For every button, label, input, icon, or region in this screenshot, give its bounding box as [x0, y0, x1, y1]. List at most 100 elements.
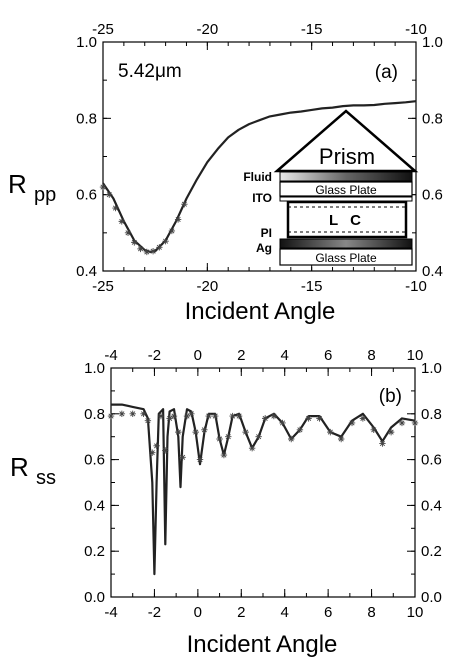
y-axis-label-b-sub: ss — [36, 467, 56, 489]
data-point-b — [370, 426, 377, 434]
x-tick-label: -10 — [405, 278, 427, 295]
asterisk-marker — [411, 419, 419, 427]
data-point-a — [118, 218, 125, 225]
asterisk-marker — [242, 428, 249, 436]
data-point-b — [229, 412, 236, 420]
asterisk-marker — [143, 248, 151, 256]
asterisk-marker — [112, 204, 119, 212]
x-tick-label-top: 4 — [281, 347, 289, 364]
asterisk-marker — [261, 415, 269, 422]
asterisk-marker — [235, 412, 243, 420]
x-tick-label: -15 — [301, 278, 323, 295]
asterisk-marker — [212, 412, 219, 420]
y-tick-label-right: 0.8 — [421, 406, 442, 423]
data-point-b — [359, 415, 367, 422]
data-point-b — [220, 451, 228, 459]
data-point-b — [201, 426, 208, 434]
glass-plate-bottom — [279, 248, 413, 266]
axes-a: -25-25-20-20-15-15-10-100.4 0.40.6 0.60.8 0… — [76, 21, 443, 295]
asterisk-marker — [106, 191, 113, 198]
data-point-b — [166, 415, 173, 422]
asterisk-marker — [288, 435, 295, 443]
asterisk-marker — [348, 419, 356, 427]
x-tick-label-top: 2 — [237, 347, 245, 364]
y-axis-label-a: R pp — [8, 169, 56, 206]
y-tick-label-right: 0.2 — [421, 543, 442, 560]
data-point-b — [248, 444, 256, 452]
asterisk-marker — [140, 410, 147, 417]
asterisk-marker — [216, 435, 223, 443]
series-b — [107, 403, 419, 576]
x-tick-label: 6 — [324, 604, 332, 621]
data-point-b — [175, 428, 182, 436]
y-tick-label: 0.4 — [76, 263, 97, 280]
x-tick-label: -2 — [148, 604, 161, 621]
asterisk-marker — [316, 415, 323, 422]
y-tick-label-right: 0.6 — [422, 187, 443, 204]
asterisk-marker — [305, 415, 312, 422]
data-point-b — [235, 412, 243, 420]
panel-label-a: (a) — [375, 62, 398, 83]
asterisk-marker — [196, 456, 204, 463]
y-tick-label: 0.0 — [84, 589, 105, 606]
x-tick-label-top: -25 — [92, 21, 114, 38]
x-tick-label-top: -2 — [148, 347, 161, 364]
x-tick-label: -20 — [196, 278, 218, 295]
data-point-a — [143, 248, 151, 256]
x-tick-label-top: -15 — [301, 21, 323, 38]
asterisk-marker — [166, 415, 173, 422]
data-point-a — [156, 244, 163, 251]
asterisk-marker — [156, 244, 163, 251]
data-point-a — [149, 247, 157, 255]
inset-label-ito: ITO — [252, 191, 272, 205]
x-tick-label-top: 6 — [324, 347, 332, 364]
lc-label: L C — [329, 212, 365, 229]
asterisk-marker — [107, 412, 115, 420]
asterisk-marker — [248, 444, 256, 452]
y-axis-label-b: R ss — [10, 452, 56, 489]
glass-plate-top-label: Glass Plate — [315, 183, 377, 197]
data-point-a — [99, 183, 107, 191]
y-tick-label-right: 0.8 — [422, 110, 443, 127]
asterisk-marker — [99, 183, 107, 191]
y-tick-label: 1.0 — [84, 360, 105, 377]
data-point-a — [106, 191, 113, 198]
asterisk-marker — [162, 238, 169, 245]
y-tick-label-right: 0.4 — [421, 497, 442, 514]
data-point-a — [162, 238, 169, 245]
data-point-b — [305, 415, 312, 422]
asterisk-marker — [296, 426, 304, 434]
data-point-b — [279, 419, 286, 427]
x-tick-label: 0 — [194, 604, 202, 621]
data-point-b — [242, 428, 249, 436]
asterisk-marker — [118, 218, 125, 225]
asterisk-marker — [279, 419, 286, 427]
data-point-b — [348, 419, 356, 427]
asterisk-marker — [153, 442, 160, 450]
asterisk-marker — [175, 428, 182, 436]
asterisk-marker — [183, 412, 191, 420]
data-point-b — [196, 456, 204, 463]
data-point-b — [144, 417, 152, 424]
panel-a: -25-25-20-20-15-15-10-100.4 0.40.6 0.60.8 0… — [8, 21, 443, 325]
x-tick-label-top: 10 — [407, 347, 424, 364]
asterisk-marker — [327, 428, 334, 436]
asterisk-marker — [129, 410, 136, 417]
y-axis-label-b-main: R — [10, 452, 29, 482]
data-point-b — [296, 426, 304, 434]
x-axis-label-a: Incident Angle — [185, 298, 336, 325]
y-tick-label-right: 1.0 — [422, 34, 443, 51]
data-point-b — [216, 435, 223, 443]
data-point-b — [149, 449, 156, 456]
asterisk-marker — [131, 239, 138, 246]
data-point-b — [379, 440, 386, 447]
panel-label-b: (b) — [379, 386, 402, 407]
fluid-layer — [279, 171, 413, 182]
asterisk-marker — [124, 229, 132, 237]
series-a — [99, 100, 417, 256]
y-tick-label: 0.4 — [84, 497, 105, 514]
asterisk-marker — [229, 412, 236, 420]
data-point-b — [192, 428, 199, 436]
x-tick-label-top: -20 — [196, 21, 218, 38]
